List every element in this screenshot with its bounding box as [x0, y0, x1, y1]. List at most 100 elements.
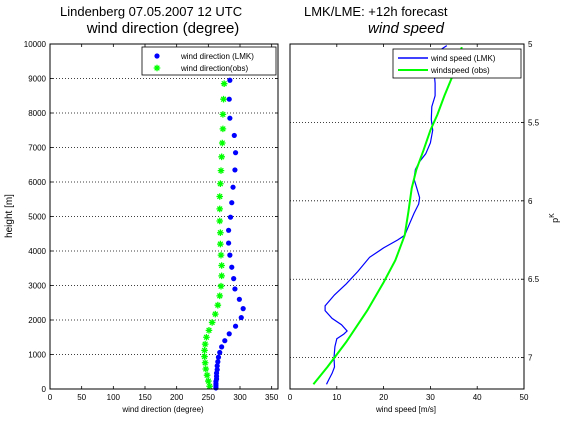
wind-direction-y-tick-label: 4000: [28, 247, 46, 256]
wind-direction-y-axis-label: height [m]: [4, 194, 15, 238]
wind-direction-obs-point: [217, 229, 224, 237]
wind-direction-lmk-point: [222, 338, 228, 344]
wind-direction-obs-point: [216, 205, 224, 213]
wind-direction-lmk-point: [227, 252, 233, 258]
wind-direction-y-tick-label: 10000: [24, 40, 47, 49]
wind-speed-y-tick-label: 5.5: [528, 118, 540, 127]
left-header-title: Lindenberg 07.05.2007 12 UTC: [60, 4, 242, 19]
wind-speed-axes-ticks: 5 5.5 6 6.5 7 0 10 20 30 40 50: [288, 40, 540, 402]
wind-speed-marks: [312, 45, 463, 385]
wind-direction-x-tick-label: 0: [48, 393, 53, 402]
wind-speed-legend-box: [392, 48, 522, 79]
wind-direction-y-tick-label: 3000: [28, 282, 46, 291]
wind-direction-lmk-point: [215, 354, 222, 360]
wind-direction-obs-point: [203, 371, 211, 379]
wind-direction-legend: wind direction (LMK) wind direction(obs): [141, 46, 277, 76]
wind-direction-x-tick-label: 300: [233, 393, 247, 402]
wind-direction-lmk-point: [229, 200, 235, 206]
wind-speed-x-tick-label: 50: [520, 393, 529, 402]
wind-direction-obs-point: [217, 180, 224, 188]
wind-speed-legend-obs-label: windspeed (obs): [430, 66, 490, 75]
wind-speed-y-axis-label: pK: [549, 213, 560, 223]
wind-direction-y-tick-label: 7000: [28, 144, 46, 153]
wind-direction-lmk-point: [231, 132, 237, 139]
wind-direction-obs-point: [201, 340, 209, 348]
wind-direction-obs-point: [201, 347, 208, 354]
wind-direction-legend-obs-label: wind direction(obs): [180, 64, 248, 73]
wind-speed-y-tick-label: 6: [528, 197, 533, 206]
wind-direction-obs-point: [216, 217, 224, 225]
wind-direction-x-tick-label: 250: [202, 393, 216, 402]
wind-direction-chart-title: wind direction (degree): [86, 20, 240, 37]
wind-direction-lmk-point: [226, 331, 232, 337]
wind-direction-lmk-point: [232, 150, 239, 156]
wind-direction-obs-point: [220, 95, 227, 103]
wind-direction-obs-point: [219, 111, 227, 118]
wind-direction-obs-point: [216, 193, 224, 200]
wind-direction-obs-point: [201, 359, 209, 367]
wind-direction-lmk-point: [236, 296, 242, 302]
wind-direction-legend-obs-marker: [153, 64, 161, 72]
wind-direction-lmk-point: [215, 359, 221, 365]
wind-speed-legend: wind speed (LMK) windspeed (obs): [392, 48, 522, 79]
wind-direction-obs-point: [216, 292, 224, 300]
wind-direction-lmk-point: [219, 344, 225, 350]
wind-direction-lmk-point: [232, 167, 238, 173]
wind-direction-obs-point: [203, 333, 210, 341]
wind-speed-legend-lmk-label: wind speed (LMK): [430, 54, 496, 63]
wind-direction-legend-box: [141, 46, 277, 76]
wind-direction-x-tick-label: 100: [107, 393, 121, 402]
wind-direction-panel: wind direction (degree) wind direction (…: [4, 20, 279, 414]
wind-direction-lmk-point: [229, 264, 235, 270]
wind-direction-lmk-point: [227, 214, 234, 220]
wind-direction-lmk-point: [214, 363, 220, 369]
wind-direction-lmk-point: [217, 349, 223, 356]
wind-speed-y-tick-label: 6.5: [528, 275, 540, 284]
wind-speed-x-tick-label: 20: [379, 393, 388, 402]
wind-direction-obs-point: [217, 282, 225, 290]
wind-direction-obs-point: [217, 167, 225, 174]
wind-speed-obs-line: [312, 46, 463, 385]
wind-direction-x-tick-label: 350: [265, 393, 279, 402]
wind-speed-grid: [290, 122, 524, 359]
wind-direction-y-tick-label: 6000: [28, 178, 46, 187]
wind-direction-legend-lmk-label: wind direction (LMK): [180, 52, 254, 61]
wind-direction-x-tick-label: 150: [138, 393, 152, 402]
wind-direction-x-axis-label: wind direction (degree): [121, 405, 204, 414]
wind-direction-obs-point: [220, 80, 228, 87]
wind-direction-obs-point: [218, 262, 225, 269]
wind-direction-y-tick-label: 8000: [28, 109, 46, 118]
wind-direction-lmk-point: [230, 184, 236, 190]
wind-direction-x-tick-label: 50: [77, 393, 86, 402]
wind-direction-y-tick-label: 2000: [28, 316, 46, 325]
wind-direction-obs-point: [205, 327, 213, 334]
wind-speed-x-tick-label: 30: [426, 393, 435, 402]
wind-direction-obs-point: [212, 310, 219, 318]
wind-direction-obs-point: [214, 301, 222, 309]
wind-direction-lmk-point: [226, 227, 232, 233]
wind-direction-lmk-point: [226, 240, 232, 246]
wind-direction-obs-point: [218, 272, 225, 280]
wind-direction-lmk-point: [240, 306, 246, 312]
wind-direction-x-tick-label: 200: [170, 393, 184, 402]
wind-speed-panel: wind speed wind speed [m/s] pK 5 5.5 6 6.5 7…: [288, 20, 560, 414]
wind-direction-y-tick-label: 9000: [28, 75, 46, 84]
wind-direction-legend-lmk-marker: [154, 53, 160, 59]
wind-direction-obs-point: [218, 139, 226, 147]
wind-direction-obs-point: [202, 365, 210, 373]
wind-direction-obs-point: [201, 353, 208, 360]
wind-direction-obs-point: [219, 125, 227, 133]
wind-direction-marks: [201, 77, 246, 391]
wind-direction-plot-frame: [49, 43, 279, 390]
wind-speed-y-tick-label: 5: [528, 40, 533, 49]
wind-direction-obs-point: [205, 377, 212, 385]
wind-direction-obs-point: [217, 251, 225, 259]
wind-direction-y-tick-label: 5000: [28, 213, 46, 222]
wind-speed-y-tick-label: 7: [528, 354, 533, 363]
wind-direction-lmk-point: [232, 323, 239, 329]
wind-speed-x-tick-label: 0: [288, 393, 293, 402]
wind-speed-chart-title: wind speed: [368, 20, 445, 37]
wind-direction-y-tick-label: 0: [42, 385, 47, 394]
wind-direction-obs-point: [206, 382, 213, 390]
